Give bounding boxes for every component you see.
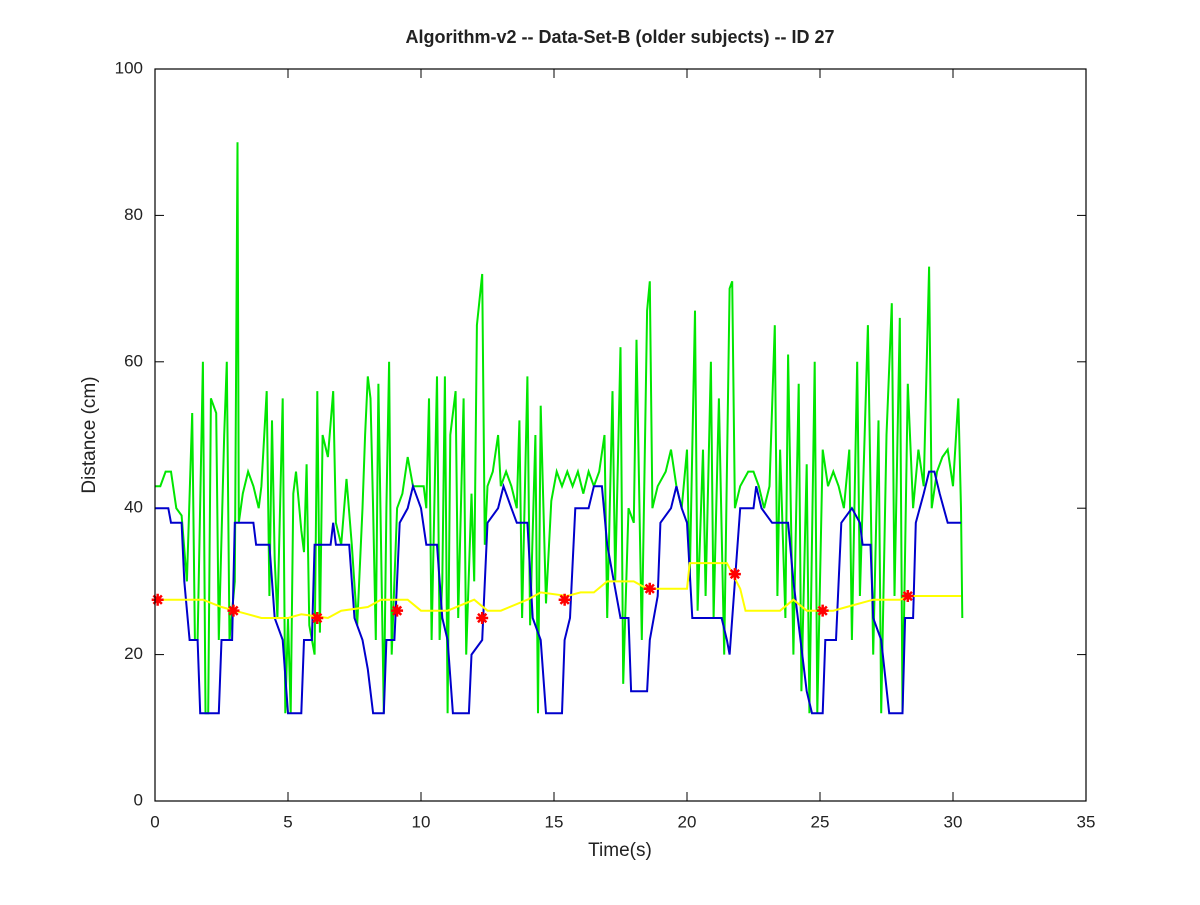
star-marker (151, 593, 164, 606)
y-tick-label: 0 (134, 790, 143, 809)
chart-title: Algorithm-v2 -- Data-Set-B (older subjec… (405, 27, 834, 47)
x-tick-label: 10 (412, 812, 431, 831)
y-axis-label: Distance (cm) (79, 376, 100, 493)
data-line (155, 142, 964, 715)
plot-frame (154, 68, 1087, 802)
data-line (155, 562, 961, 620)
y-tick-label: 100 (115, 58, 143, 77)
star-marker (643, 582, 656, 595)
x-tick-label: 35 (1077, 812, 1096, 831)
x-tick-label: 15 (545, 812, 564, 831)
x-axis-label: Time(s) (588, 840, 652, 861)
x-tick-label: 5 (283, 812, 292, 831)
y-tick-label: 40 (124, 498, 143, 517)
star-marker (311, 612, 324, 624)
star-marker (391, 604, 404, 617)
x-tick-label: 30 (944, 812, 963, 831)
x-tick-label: 0 (150, 812, 159, 831)
star-marker (476, 612, 489, 624)
star-marker (227, 604, 240, 617)
x-tick-label: 20 (678, 812, 697, 831)
y-tick-label: 80 (124, 205, 143, 224)
star-marker (728, 568, 741, 581)
star-marker (558, 593, 571, 606)
star-marker (901, 590, 914, 603)
y-tick-label: 60 (124, 351, 143, 370)
data-line (155, 470, 961, 715)
x-tick-label: 25 (811, 812, 830, 831)
star-marker (816, 604, 829, 617)
y-tick-label: 20 (124, 644, 143, 663)
